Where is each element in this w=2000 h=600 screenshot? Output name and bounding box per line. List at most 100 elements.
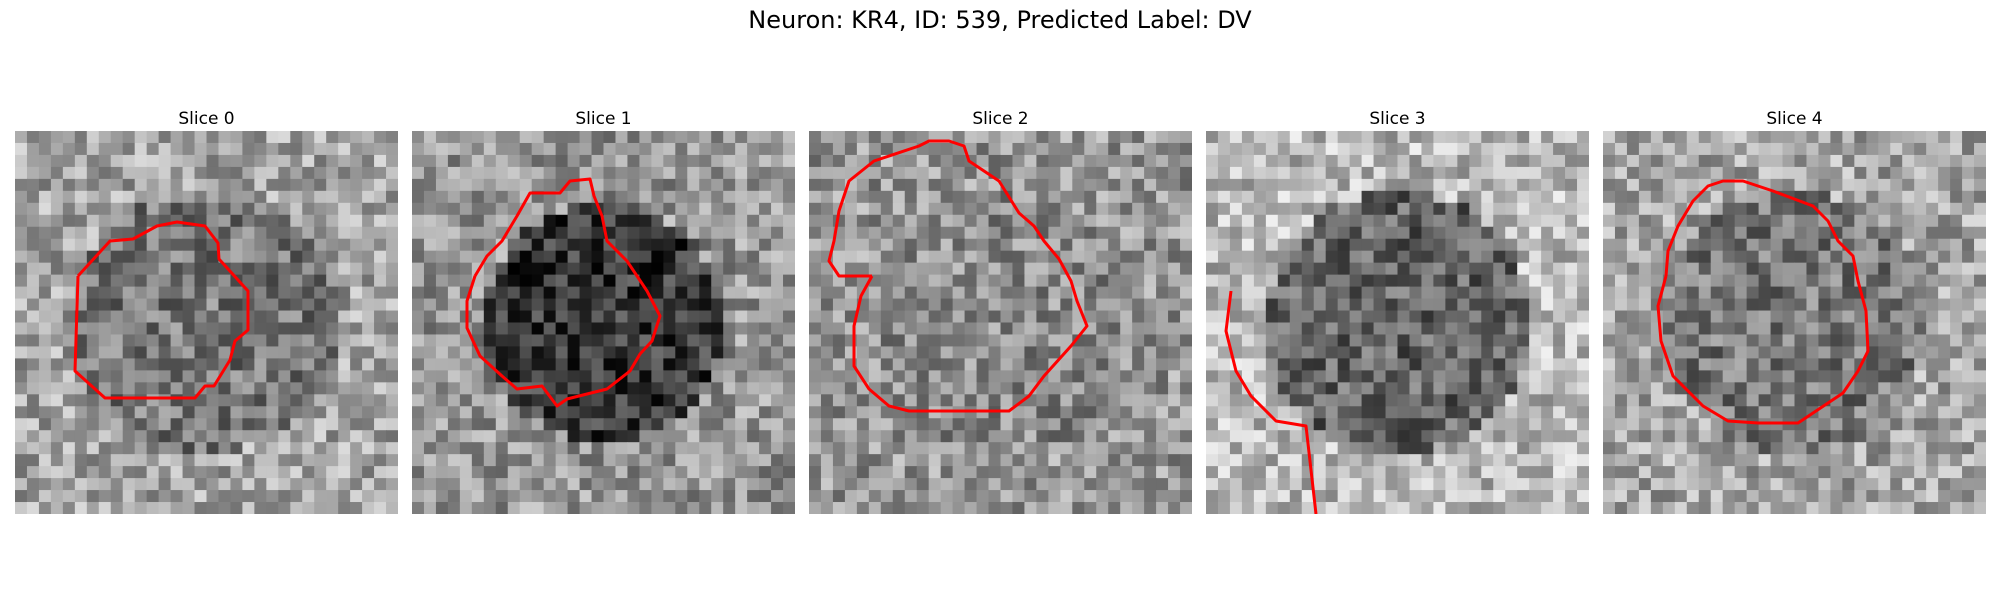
pixel-cell <box>1241 478 1255 491</box>
pixel-cell <box>110 430 124 443</box>
pixel-cell <box>1337 226 1351 240</box>
pixel-cell <box>1866 214 1879 228</box>
pixel-cell <box>507 358 521 371</box>
pixel-cell <box>242 202 255 216</box>
pixel-cell <box>412 202 425 216</box>
pixel-cell <box>1277 490 1291 503</box>
pixel-cell <box>62 346 76 359</box>
pixel-cell <box>1565 394 1578 407</box>
pixel-cell <box>1938 406 1951 419</box>
pixel-cell <box>242 454 255 467</box>
pixel-cell <box>1577 226 1589 240</box>
pixel-cell <box>507 370 521 383</box>
pixel-cell <box>1265 466 1279 479</box>
pixel-cell <box>880 274 894 288</box>
pixel-cell <box>1950 310 1963 323</box>
pixel-cell <box>1638 238 1652 252</box>
pixel-cell <box>1253 418 1267 431</box>
pixel-cell <box>1818 406 1831 419</box>
pixel-cell <box>1108 131 1121 144</box>
pixel-cell <box>302 370 315 383</box>
pixel-cell <box>98 430 112 443</box>
pixel-cell <box>1289 394 1303 407</box>
pixel-cell <box>844 190 858 204</box>
pixel-cell <box>278 154 291 168</box>
pixel-cell <box>1734 442 1748 455</box>
pixel-cell <box>1794 214 1807 228</box>
pixel-cell <box>820 502 834 514</box>
pixel-cell <box>964 214 978 228</box>
pixel-cell <box>1060 226 1073 240</box>
pixel-cell <box>1144 322 1157 335</box>
pixel-cell <box>435 430 449 443</box>
pixel-cell <box>675 238 688 252</box>
pixel-cell <box>1096 214 1109 228</box>
pixel-cell <box>1168 334 1181 347</box>
pixel-cell <box>1060 466 1073 479</box>
pixel-cell <box>74 142 88 156</box>
pixel-cell <box>62 370 76 383</box>
pixel-cell <box>1541 166 1554 180</box>
pixel-cell <box>122 346 136 359</box>
pixel-cell <box>483 298 497 312</box>
pixel-cell <box>928 322 942 335</box>
pixel-cell <box>110 466 124 479</box>
pixel-cell <box>723 142 736 156</box>
pixel-cell <box>1517 178 1530 192</box>
pixel-cell <box>892 322 906 335</box>
pixel-cell <box>940 490 954 503</box>
pixel-cell <box>423 238 437 252</box>
pixel-cell <box>1902 286 1915 300</box>
pixel-cell <box>1156 202 1169 216</box>
pixel-cell <box>567 142 581 156</box>
pixel-cell <box>1577 298 1589 312</box>
pixel-cell <box>146 238 160 252</box>
pixel-cell <box>1457 202 1470 216</box>
pixel-cell <box>1734 226 1748 240</box>
pixel-cell <box>1974 262 1986 276</box>
pixel-cell <box>964 274 978 288</box>
pixel-cell <box>1265 478 1279 491</box>
pixel-cell <box>639 154 652 168</box>
pixel-cell <box>218 334 231 347</box>
pixel-cell <box>302 334 315 347</box>
pixel-cell <box>98 490 112 503</box>
pixel-cell <box>555 346 569 359</box>
pixel-cell <box>218 466 231 479</box>
pixel-cell <box>194 502 207 514</box>
pixel-cell <box>1842 226 1855 240</box>
pixel-cell <box>1000 502 1013 514</box>
pixel-cell <box>1168 346 1181 359</box>
pixel-cell <box>206 274 219 288</box>
pixel-cell <box>146 418 160 431</box>
pixel-cell <box>1974 142 1986 156</box>
pixel-cell <box>1878 418 1891 431</box>
pixel-cell <box>158 178 172 192</box>
pixel-cell <box>1962 358 1975 371</box>
pixel-cell <box>1072 262 1085 276</box>
pixel-cell <box>170 454 184 467</box>
pixel-cell <box>146 131 160 144</box>
pixel-cell <box>1217 418 1231 431</box>
pixel-cell <box>1950 178 1963 192</box>
pixel-cell <box>1301 346 1315 359</box>
pixel-cell <box>820 154 834 168</box>
pixel-cell <box>1072 430 1085 443</box>
pixel-cell <box>844 131 858 144</box>
pixel-cell <box>687 334 700 347</box>
pixel-cell <box>134 466 148 479</box>
pixel-cell <box>1782 322 1795 335</box>
pixel-cell <box>1529 142 1542 156</box>
pixel-cell <box>904 214 918 228</box>
pixel-cell <box>1650 238 1664 252</box>
pixel-cell <box>1734 394 1748 407</box>
pixel-cell <box>1433 131 1446 144</box>
pixel-cell <box>1650 274 1664 288</box>
pixel-cell <box>1830 274 1843 288</box>
pixel-cell <box>1337 131 1351 144</box>
pixel-cell <box>1758 430 1772 443</box>
pixel-cell <box>1457 214 1470 228</box>
pixel-cell <box>1096 502 1109 514</box>
pixel-cell <box>1710 322 1724 335</box>
pixel-cell <box>459 202 473 216</box>
